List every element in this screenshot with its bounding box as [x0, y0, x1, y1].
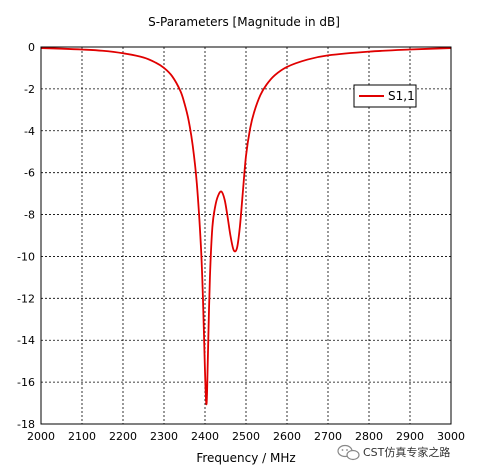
- y-tick-label: -16: [17, 376, 35, 389]
- x-axis-label: Frequency / MHz: [196, 451, 295, 465]
- x-tick-labels: 2000 2100 2200 2300 2400 2500 2600 2700 2800 2900…: [27, 430, 465, 443]
- legend-label: S1,1: [388, 89, 415, 103]
- x-tick-label: 3000: [437, 430, 465, 443]
- watermark: CST仿真专家之路: [337, 444, 450, 461]
- series-line-s11: [40, 47, 452, 406]
- grid: [41, 47, 451, 424]
- x-tick-label: 2000: [27, 430, 55, 443]
- y-tick-label: -10: [17, 250, 35, 263]
- chart-title: S-Parameters [Magnitude in dB]: [148, 15, 340, 29]
- legend: S1,1: [353, 84, 417, 108]
- y-tick-label: -12: [17, 292, 35, 305]
- watermark-text: CST仿真专家之路: [363, 445, 450, 459]
- y-tick-label: -8: [24, 209, 35, 222]
- x-tick-label: 2800: [355, 430, 383, 443]
- plot-frame: [40, 46, 452, 425]
- x-tick-label: 2200: [109, 430, 137, 443]
- y-tick-label: -14: [17, 334, 35, 347]
- y-tick-label: -4: [24, 125, 35, 138]
- y-tick-label: -6: [24, 167, 35, 180]
- x-tick-label: 2600: [273, 430, 301, 443]
- wechat-icon: [337, 444, 360, 461]
- series-layer: [40, 47, 452, 406]
- y-tick-label: -18: [17, 418, 35, 431]
- x-tick-label: 2500: [232, 430, 260, 443]
- x-tick-label: 2900: [396, 430, 424, 443]
- y-tick-label: -2: [24, 83, 35, 96]
- y-tick-label: 0: [28, 41, 35, 54]
- y-tick-labels: 0 -2 -4 -6 -8 -10 -12 -14 -16 -18: [17, 41, 35, 431]
- x-tick-label: 2100: [68, 430, 96, 443]
- x-tick-label: 2400: [191, 430, 219, 443]
- x-tick-label: 2300: [150, 430, 178, 443]
- x-tick-label: 2700: [314, 430, 342, 443]
- legend-box: [353, 84, 417, 108]
